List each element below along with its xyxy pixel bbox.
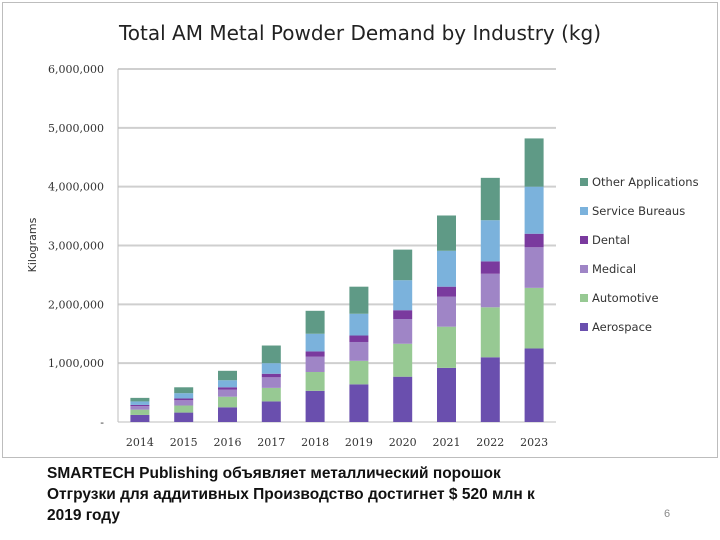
bar-segment-aerospace bbox=[130, 414, 150, 422]
bar-segment-aerospace bbox=[480, 357, 500, 422]
y-tick-label: 5,000,000 bbox=[48, 122, 104, 135]
legend-label: Service Bureaus bbox=[592, 204, 685, 218]
x-tick-label: 2020 bbox=[389, 436, 417, 449]
bar-segment-dental bbox=[393, 310, 413, 320]
y-tick-label: 1,000,000 bbox=[48, 357, 104, 370]
bar-segment-medical bbox=[524, 247, 544, 288]
chart-title: Total AM Metal Powder Demand by Industry… bbox=[118, 21, 601, 45]
legend-label: Automotive bbox=[592, 291, 659, 305]
bar-segment-other-applications bbox=[261, 345, 281, 364]
bar-segment-dental bbox=[174, 398, 194, 401]
legend-label: Medical bbox=[592, 262, 636, 276]
bar-segment-dental bbox=[349, 335, 369, 342]
bar-segment-aerospace bbox=[524, 348, 544, 422]
bar-segment-medical bbox=[174, 400, 194, 406]
y-tick-label: 2,000,000 bbox=[48, 298, 104, 311]
bar-segment-dental bbox=[130, 404, 150, 407]
bar-segment-aerospace bbox=[305, 390, 325, 422]
legend-swatch bbox=[580, 294, 588, 302]
x-tick-label: 2014 bbox=[126, 436, 154, 449]
bar-segment-medical bbox=[480, 273, 500, 308]
bar-segment-service-bureaus bbox=[305, 333, 325, 352]
legend-label: Other Applications bbox=[592, 175, 699, 189]
bar-segment-medical bbox=[393, 319, 413, 344]
bar-segment-automotive bbox=[261, 387, 281, 402]
bar-segment-dental bbox=[305, 351, 325, 357]
caption-line-2: Отгрузки для аддитивных Производство дос… bbox=[47, 486, 535, 503]
y-tick-label: - bbox=[100, 416, 104, 429]
bar-segment-automotive bbox=[218, 396, 237, 408]
x-tick-label: 2022 bbox=[476, 436, 504, 449]
x-tick-label: 2021 bbox=[433, 436, 461, 449]
x-tick-label: 2017 bbox=[257, 436, 285, 449]
bar-segment-aerospace bbox=[218, 407, 237, 422]
bar-segment-medical bbox=[349, 341, 369, 361]
legend-swatch bbox=[580, 207, 588, 215]
legend-swatch bbox=[580, 178, 588, 186]
bar-segment-aerospace bbox=[261, 401, 281, 422]
y-tick-label: 3,000,000 bbox=[48, 240, 104, 253]
legend-swatch bbox=[580, 236, 588, 244]
legend-swatch bbox=[580, 323, 588, 331]
bar-segment-other-applications bbox=[393, 249, 413, 281]
bar-segment-dental bbox=[218, 387, 237, 390]
bar-segment-service-bureaus bbox=[393, 280, 413, 311]
bar-segment-automotive bbox=[437, 326, 456, 368]
bar-segment-aerospace bbox=[174, 412, 194, 422]
bar-segment-medical bbox=[261, 377, 281, 388]
bar-segment-dental bbox=[261, 373, 281, 378]
y-tick-label: 4,000,000 bbox=[48, 181, 104, 194]
x-tick-label: 2019 bbox=[345, 436, 373, 449]
bar-segment-automotive bbox=[480, 307, 500, 358]
bar-segment-aerospace bbox=[349, 384, 369, 422]
x-tick-label: 2023 bbox=[520, 436, 548, 449]
x-tick-label: 2015 bbox=[170, 436, 198, 449]
legend-swatch bbox=[580, 265, 588, 273]
bar-segment-other-applications bbox=[437, 215, 456, 251]
bar-segment-other-applications bbox=[524, 138, 544, 187]
caption: SMARTECH Publishing объявляет металличес… bbox=[47, 463, 647, 526]
bar-segment-automotive bbox=[524, 287, 544, 349]
bar-segment-service-bureaus bbox=[218, 380, 237, 388]
bar-segment-medical bbox=[218, 389, 237, 397]
legend-label: Dental bbox=[592, 233, 630, 247]
bar-segment-service-bureaus bbox=[174, 393, 194, 399]
bar-segment-other-applications bbox=[480, 177, 500, 221]
bar-segment-dental bbox=[480, 261, 500, 274]
bar-segment-service-bureaus bbox=[524, 186, 544, 234]
bar-segment-aerospace bbox=[437, 367, 456, 422]
page-number: 6 bbox=[664, 508, 671, 520]
caption-line-3: 2019 году bbox=[47, 507, 120, 524]
bar-segment-other-applications bbox=[174, 387, 194, 394]
bar-segment-service-bureaus bbox=[261, 363, 281, 374]
bar-segment-other-applications bbox=[349, 286, 369, 314]
legend-label: Aerospace bbox=[592, 320, 652, 334]
bar-segment-other-applications bbox=[130, 397, 150, 402]
bar-segment-medical bbox=[305, 356, 325, 372]
bar-segment-aerospace bbox=[393, 376, 413, 422]
bar-segment-medical bbox=[130, 406, 150, 410]
y-axis-label: Kilograms bbox=[26, 217, 39, 272]
bar-segment-other-applications bbox=[305, 310, 325, 334]
x-tick-label: 2016 bbox=[214, 436, 242, 449]
bar-segment-service-bureaus bbox=[130, 401, 150, 405]
bar-segment-other-applications bbox=[218, 370, 237, 381]
bar-segment-service-bureaus bbox=[480, 220, 500, 262]
bar-segment-automotive bbox=[305, 371, 325, 391]
bar-segment-automotive bbox=[174, 405, 194, 413]
bar-segment-automotive bbox=[349, 360, 369, 385]
x-tick-label: 2018 bbox=[301, 436, 329, 449]
bar-segment-service-bureaus bbox=[437, 250, 456, 287]
y-tick-label: 6,000,000 bbox=[48, 63, 104, 76]
bar-segment-service-bureaus bbox=[349, 313, 369, 336]
bar-segment-dental bbox=[437, 286, 456, 297]
caption-line-1: SMARTECH Publishing объявляет металличес… bbox=[47, 465, 501, 482]
bar-segment-dental bbox=[524, 233, 544, 248]
bar-segment-medical bbox=[437, 296, 456, 327]
bar-segment-automotive bbox=[393, 343, 413, 377]
bar-segment-automotive bbox=[130, 409, 150, 415]
